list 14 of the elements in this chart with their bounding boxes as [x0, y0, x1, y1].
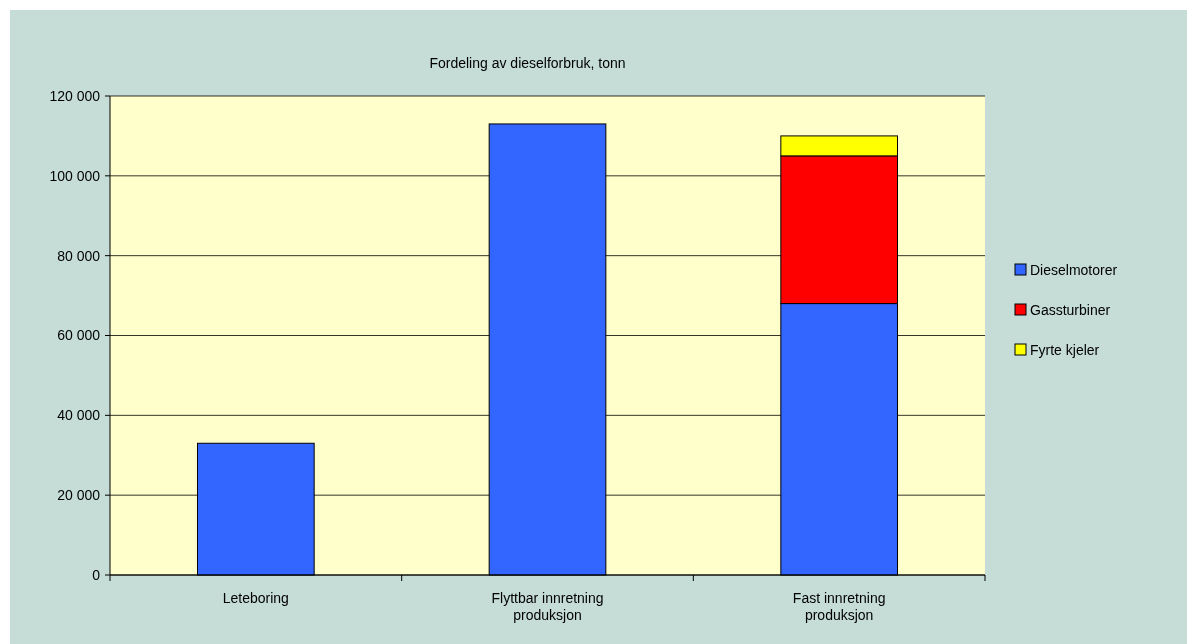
- y-tick-label: 20 000: [57, 487, 101, 504]
- y-tick-label: 100 000: [49, 167, 101, 184]
- y-tick-label: 0: [92, 566, 101, 583]
- x-tick-label: Fast innretning produksjon: [792, 590, 886, 623]
- chart-title: Fordeling av dieselforbruk, tonn: [429, 55, 626, 71]
- y-tick-label: 120 000: [49, 87, 101, 104]
- y-tick-label: 40 000: [57, 407, 101, 424]
- y-tick-label: 80 000: [57, 247, 101, 264]
- legend-label: Gassturbiner: [1030, 301, 1111, 318]
- legend-label: Fyrte kjeler: [1030, 341, 1100, 358]
- x-tick-label: Flyttbar innretning produksjon: [491, 590, 604, 623]
- x-tick-label: Leteboring: [222, 590, 289, 606]
- legend-label: Dieselmotorer: [1030, 261, 1118, 278]
- y-tick-label: 60 000: [57, 327, 101, 344]
